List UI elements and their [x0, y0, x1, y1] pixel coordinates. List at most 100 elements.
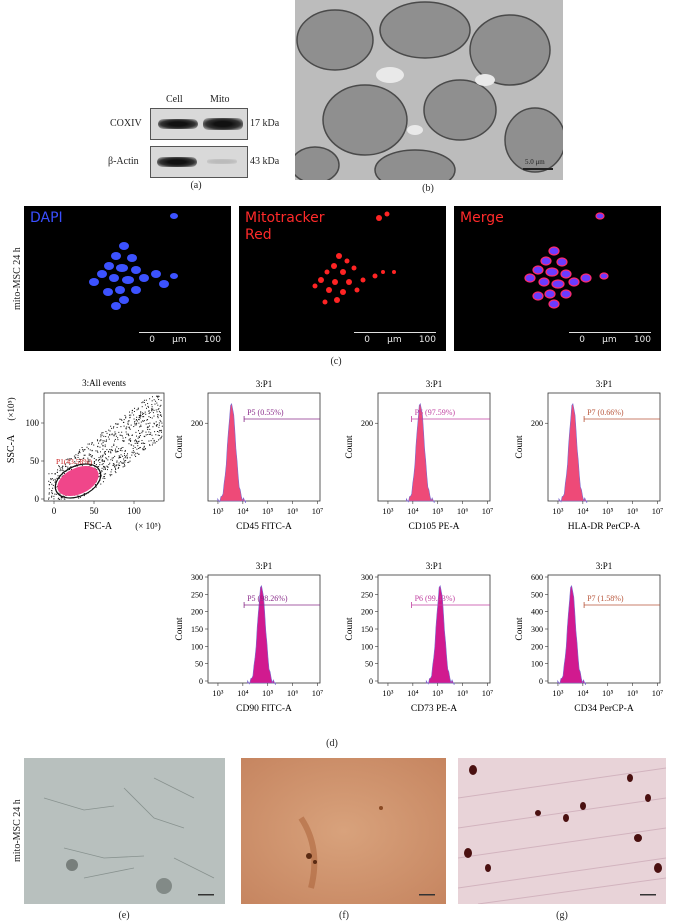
- scatter-xtick-label: 0: [52, 506, 57, 516]
- histogram-peak: [217, 403, 246, 503]
- histogram-xtick-label: 10⁶: [627, 688, 639, 698]
- row-label-c: mito-MSC 24 h: [12, 247, 23, 310]
- histogram-title: 3:P1: [426, 561, 443, 571]
- scale-bar-dapi: [139, 332, 221, 333]
- scale-bar-merge: [569, 332, 651, 333]
- lane-label-cell: Cell: [166, 94, 183, 105]
- histogram-ytick-label: 500: [531, 590, 543, 599]
- dapi-nuclei: [89, 213, 178, 310]
- histogram-ytick-label: 300: [191, 573, 203, 582]
- histogram-xtick-label: 10⁴: [577, 506, 589, 516]
- histogram-ytick-label: 100: [531, 660, 543, 669]
- gate-marker-label: P6 (97.59%): [415, 408, 456, 417]
- blot-strip-actin: [150, 146, 248, 178]
- histogram-xtick-label: 10⁵: [602, 688, 614, 698]
- row-label-efg: mito-MSC 24 h: [12, 799, 23, 862]
- scatter-title: 3:All events: [82, 378, 126, 388]
- histogram-ytick-label: 0: [199, 677, 203, 686]
- fluor-image-merge: Merge 0 μm 100: [454, 206, 661, 351]
- histogram-xtick-label: 10³: [552, 506, 564, 516]
- gate-p1-label: P1(43.58%): [56, 457, 93, 466]
- scatter-frame: [43, 392, 165, 502]
- scatter-yunit: (×10⁵): [6, 397, 16, 420]
- histogram-xtick-label: 10⁴: [577, 688, 589, 698]
- scatter-ytick-label: 0: [35, 494, 40, 504]
- histogram-ytick-label: 300: [531, 625, 543, 634]
- scatter-ytick-label: 50: [30, 456, 40, 466]
- histogram-xtick-label: 10⁴: [237, 688, 249, 698]
- histogram-ytick-label: 150: [191, 625, 203, 634]
- caption-a: (a): [190, 180, 202, 191]
- histogram-xtick-label: 10³: [382, 688, 394, 698]
- caption-d: (d): [326, 738, 338, 749]
- fluor-title-merge: Merge: [460, 210, 504, 226]
- scatter-xlabel: FSC-A: [84, 521, 113, 532]
- caption-f: (f): [339, 910, 349, 921]
- flow-cytometry-figure: 3:All events P1(43.58%) 0 50 100 0 50 100 FSC-A (…: [6, 378, 664, 714]
- scale-bar-mitotracker: [354, 332, 436, 333]
- histogram-ylabel: Count: [175, 435, 185, 459]
- scatter-xunit: (× 10⁵): [135, 521, 160, 531]
- band-coxiv-cell: [158, 119, 198, 129]
- histogram-frame: [547, 392, 661, 502]
- histogram-xtick-label: 10⁴: [407, 506, 419, 516]
- histogram-xtick-label: 10⁷: [652, 506, 664, 516]
- histogram-xtick-label: 10⁵: [432, 506, 444, 516]
- histogram-xtick-label: 10⁶: [457, 506, 469, 516]
- gate-marker-label: P5 (0.55%): [247, 408, 284, 417]
- histogram-peak: [425, 585, 455, 685]
- mitotracker-signal: [312, 211, 396, 305]
- histogram-ytick-label: 50: [365, 660, 373, 669]
- blot-strip-coxiv: [150, 108, 248, 140]
- histogram-xtick-label: 10³: [212, 688, 224, 698]
- size-label-43kda: 43 kDa: [250, 156, 280, 167]
- caption-e: (e): [118, 910, 130, 921]
- scatter-xtick-label: 100: [127, 506, 141, 516]
- histology-texture-e: [24, 758, 225, 904]
- caption-b: (b): [422, 183, 434, 194]
- histogram-ytick-label: 200: [361, 608, 373, 617]
- histology-texture-g: [458, 758, 666, 904]
- scale-text-dapi: 0 μm 100: [149, 335, 221, 345]
- histology-texture-f: [241, 758, 446, 904]
- histogram-ytick-label: 200: [531, 419, 543, 428]
- histogram-title: 3:P1: [426, 379, 443, 389]
- gate-marker-label: P7 (0.66%): [587, 408, 624, 417]
- histogram-frame: [207, 392, 321, 502]
- histogram-ylabel: Count: [345, 617, 355, 641]
- histogram-title: 3:P1: [256, 379, 273, 389]
- lane-label-mito: Mito: [210, 94, 230, 105]
- histogram-ytick-label: 150: [361, 625, 373, 634]
- histogram-title: 3:P1: [256, 561, 273, 571]
- western-blot-panel: Cell Mito COXIV 17 kDa β-Actin 43 kDa: [100, 88, 300, 198]
- histogram-ytick-label: 200: [361, 419, 373, 428]
- histogram-ytick-label: 200: [191, 608, 203, 617]
- fluor-image-dapi: DAPI 0 μm 100: [24, 206, 231, 351]
- histogram-marker-label: CD90 FITC-A: [236, 704, 292, 714]
- protein-label-actin: β-Actin: [108, 156, 139, 167]
- histogram-xtick-label: 10⁷: [652, 688, 664, 698]
- histogram-peak: [247, 585, 276, 685]
- gate-marker-label: P5 (98.26%): [247, 594, 288, 603]
- histogram-ytick-label: 300: [361, 573, 373, 582]
- band-coxiv-mito: [203, 118, 243, 130]
- histogram-xtick-label: 10⁷: [312, 506, 324, 516]
- band-actin-cell: [157, 157, 197, 167]
- fluor-title-dapi: DAPI: [30, 210, 63, 226]
- band-actin-mito: [207, 159, 237, 164]
- histogram-xtick-label: 10³: [382, 506, 394, 516]
- histogram-title: 3:P1: [596, 379, 613, 389]
- histogram-marker-label: CD34 PerCP-A: [574, 704, 634, 714]
- histogram-ylabel: Count: [345, 435, 355, 459]
- histogram-ytick-label: 50: [195, 660, 203, 669]
- histogram-xtick-label: 10⁷: [482, 506, 494, 516]
- histogram-xtick-label: 10³: [212, 506, 224, 516]
- histogram-ylabel: Count: [175, 617, 185, 641]
- histogram-ylabel: Count: [515, 435, 525, 459]
- histogram-ytick-label: 100: [191, 642, 203, 651]
- histogram-marker-label: HLA-DR PerCP-A: [568, 522, 641, 532]
- histogram-xtick-label: 10⁶: [287, 506, 299, 516]
- histogram-xtick-label: 10⁶: [457, 688, 469, 698]
- histogram-ytick-label: 100: [361, 642, 373, 651]
- histogram-peak: [557, 585, 586, 685]
